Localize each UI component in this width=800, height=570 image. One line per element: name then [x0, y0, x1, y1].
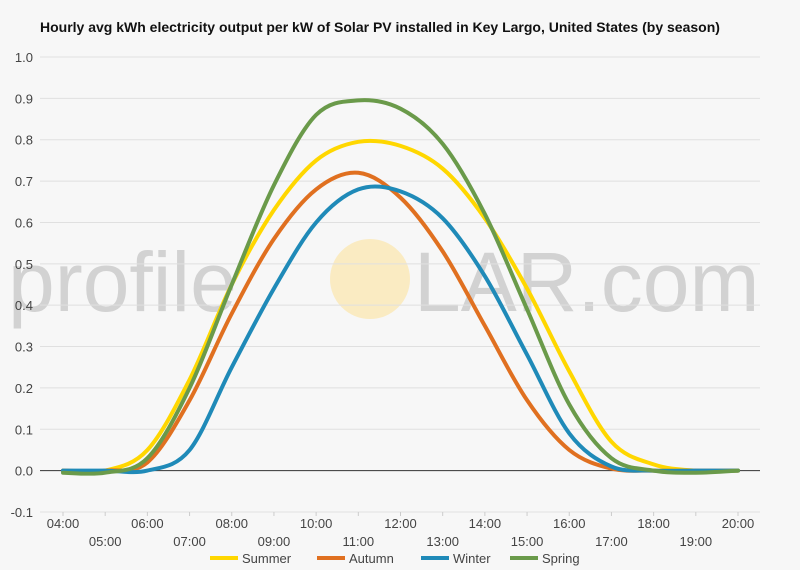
watermark: profile LAR.com [8, 235, 759, 329]
x-tick-label: 19:00 [680, 534, 713, 549]
y-tick-label: 0.5 [15, 257, 33, 272]
y-tick-label: 0.7 [15, 174, 33, 189]
x-tick-label: 13:00 [426, 534, 459, 549]
y-tick-label: 0.4 [15, 298, 33, 313]
y-axis-ticks: -0.1 0.0 0.1 0.2 0.3 0.4 0.5 0.6 0.7 0.8 0.9 1.0 [11, 50, 33, 520]
x-tick-label: 11:00 [343, 534, 375, 549]
legend-label-summer: Summer [242, 551, 292, 566]
series-line-summer [61, 138, 740, 475]
watermark-text-right: LAR.com [414, 235, 759, 329]
y-tick-label: 0.8 [15, 133, 33, 148]
x-tick-label: 10:00 [300, 516, 333, 531]
x-tick-label: 16:00 [553, 516, 586, 531]
x-axis-ticks: 04:00 05:00 06:00 07:00 08:00 09:00 10:00 11:00… [47, 512, 755, 549]
x-tick-label: 05:00 [89, 534, 122, 549]
watermark-sun [330, 239, 410, 319]
x-tick-label: 04:00 [47, 516, 80, 531]
series-line-winter [61, 184, 740, 475]
x-tick-label: 08:00 [215, 516, 248, 531]
legend-label-winter: Winter [453, 551, 491, 566]
y-tick-label: 0.1 [15, 422, 33, 437]
y-tick-label: 0.2 [15, 381, 33, 396]
legend-label-spring: Spring [542, 551, 580, 566]
x-tick-label: 15:00 [511, 534, 544, 549]
x-tick-label: 06:00 [131, 516, 164, 531]
chart-title: Hourly avg kWh electricity output per kW… [40, 19, 720, 35]
legend: Summer Autumn Winter Spring [210, 551, 580, 566]
x-tick-label: 12:00 [384, 516, 417, 531]
y-tick-label: 0.6 [15, 215, 33, 230]
y-tick-label: 0.3 [15, 340, 33, 355]
x-tick-label: 20:00 [722, 516, 755, 531]
watermark-text-left: profile [8, 235, 237, 329]
y-tick-label: 1.0 [15, 50, 33, 65]
legend-label-autumn: Autumn [349, 551, 394, 566]
series-lines [61, 98, 740, 476]
y-tick-label: 0.0 [15, 464, 33, 479]
series-line-spring [61, 98, 740, 476]
x-tick-label: 14:00 [469, 516, 502, 531]
x-tick-label: 07:00 [173, 534, 206, 549]
x-tick-label: 18:00 [637, 516, 670, 531]
y-tick-label: -0.1 [11, 505, 33, 520]
x-tick-label: 17:00 [595, 534, 628, 549]
x-tick-label: 09:00 [258, 534, 291, 549]
y-tick-label: 0.9 [15, 91, 33, 106]
